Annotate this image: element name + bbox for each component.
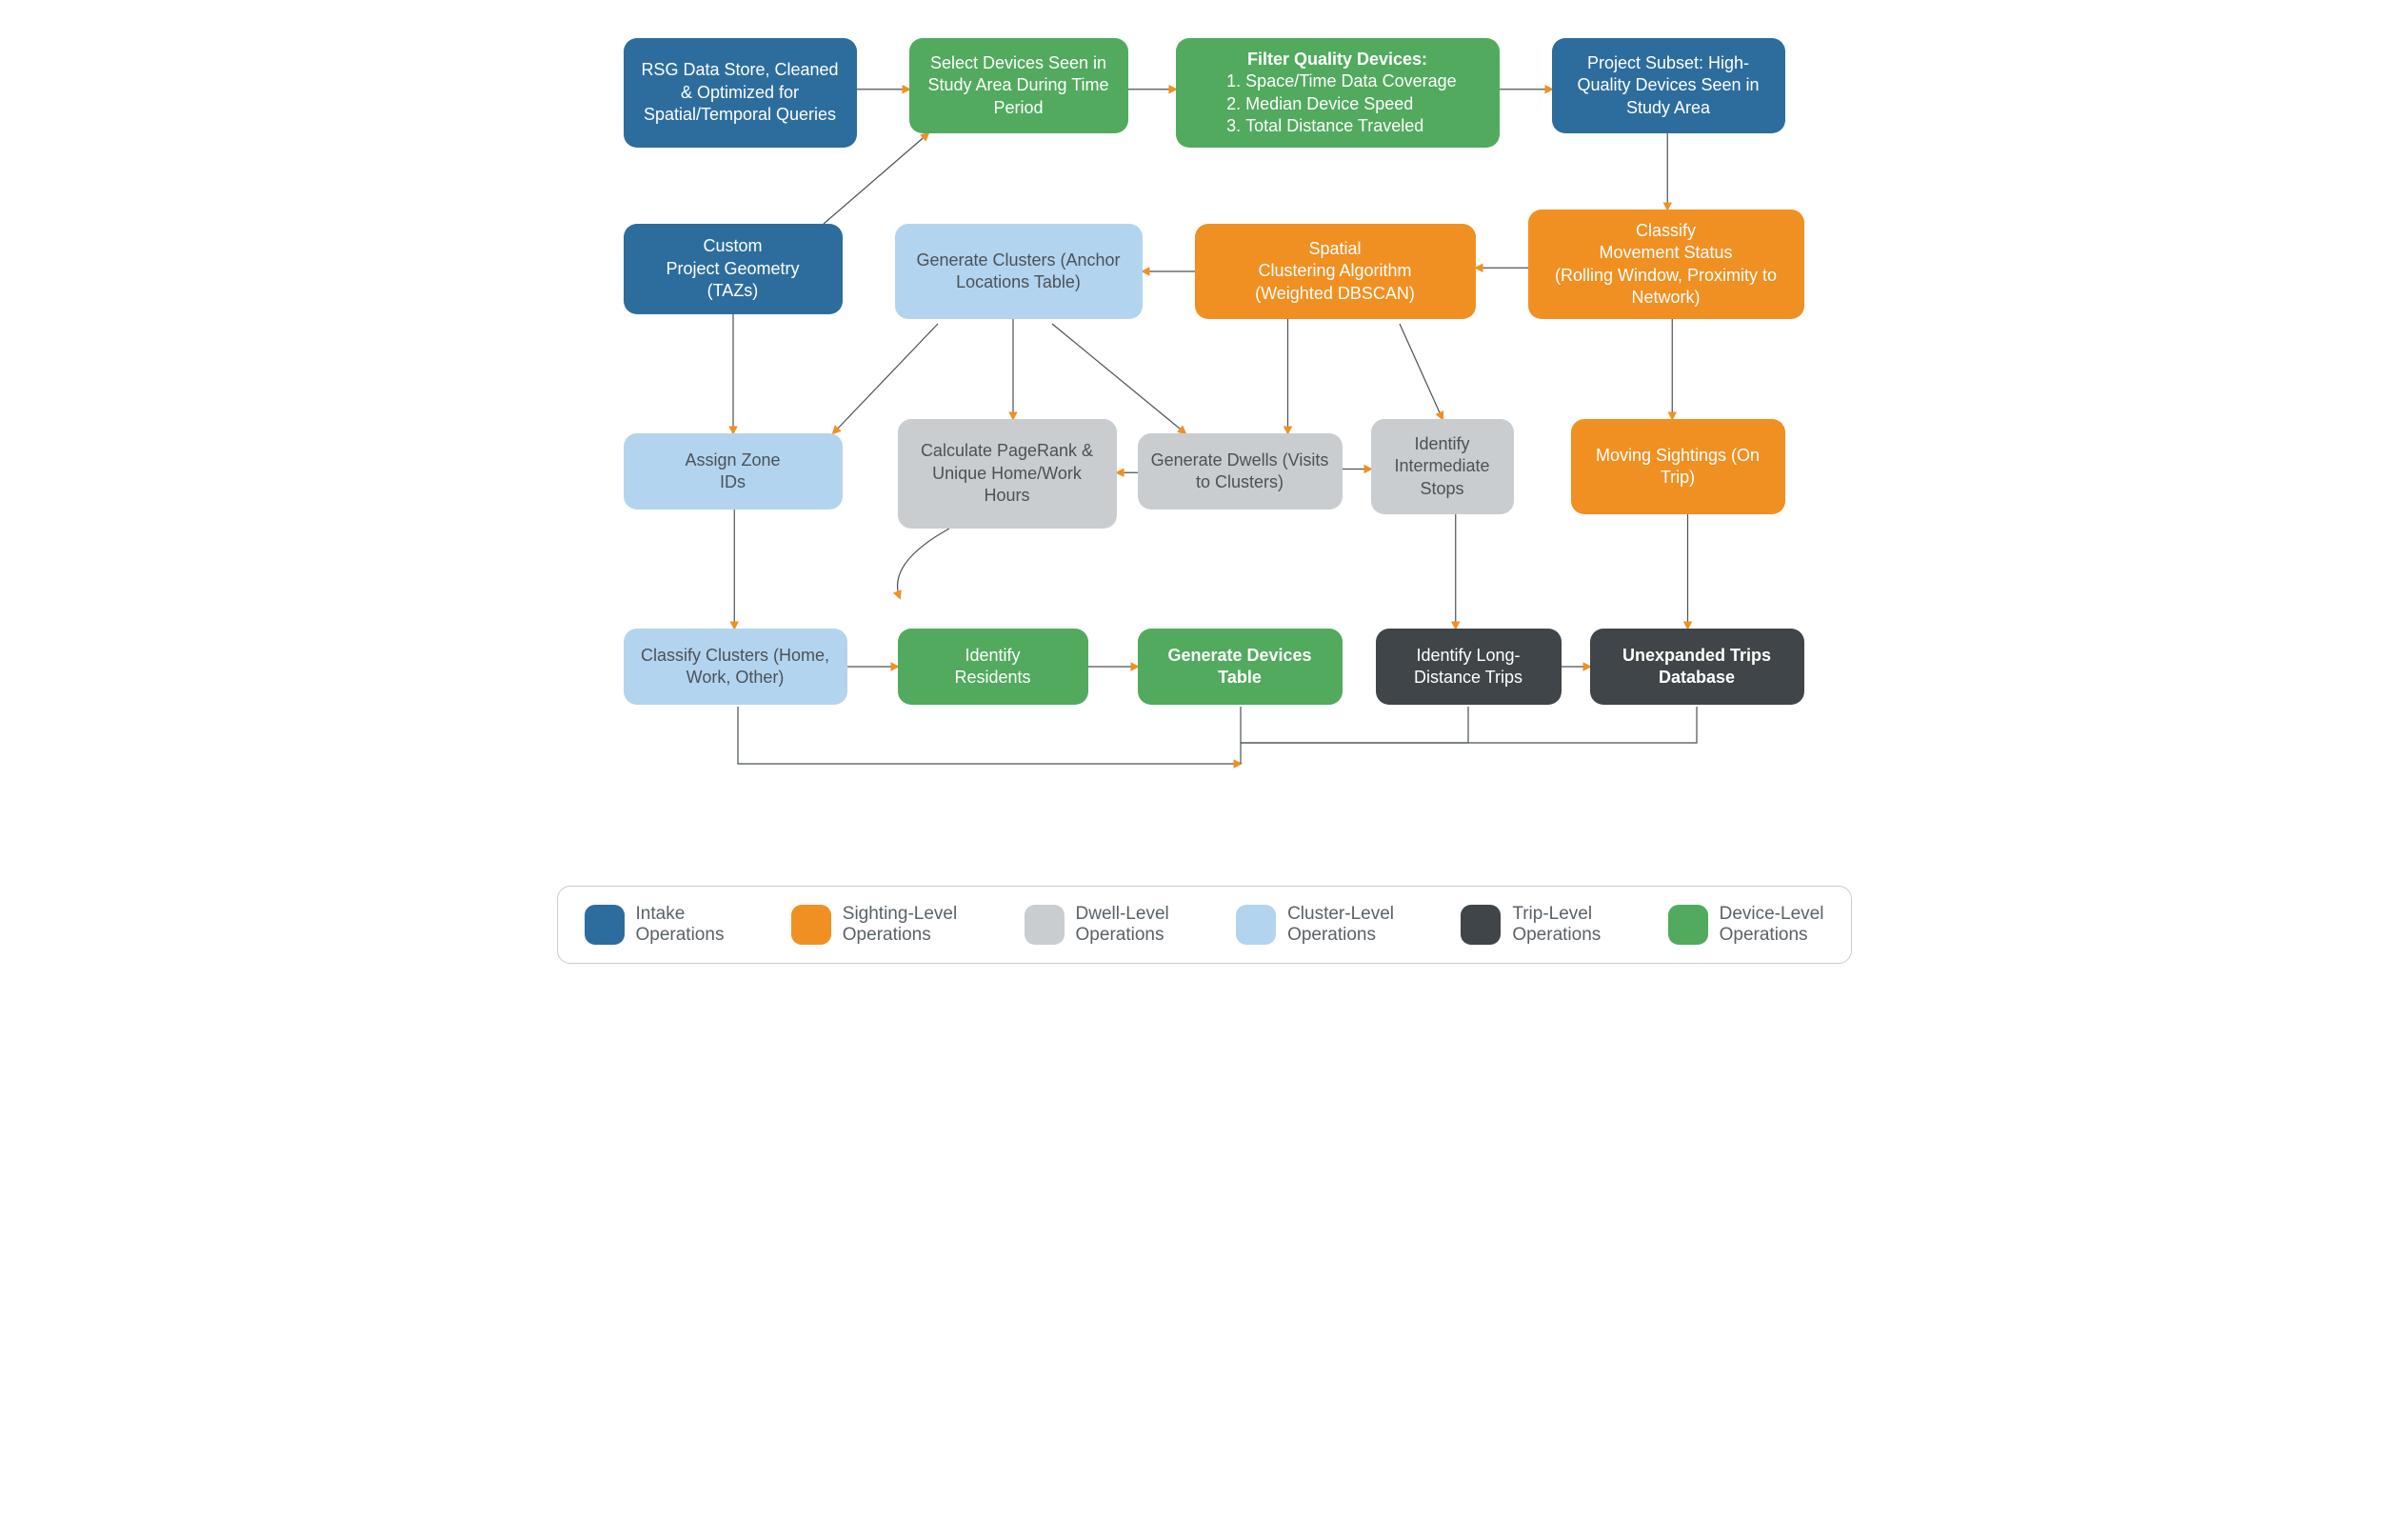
legend-item-cluster: Cluster-LevelOperations (1236, 904, 1394, 946)
node-n15: IdentifyResidents (898, 629, 1088, 705)
legend-swatch (1025, 905, 1065, 945)
legend-label: Dwell-LevelOperations (1076, 904, 1169, 946)
legend-item-trip: Trip-LevelOperations (1461, 904, 1601, 946)
edge (738, 707, 1241, 764)
node-n16: Generate Devices Table (1138, 629, 1343, 705)
legend-swatch (585, 905, 625, 945)
node-n17: Identify Long-Distance Trips (1376, 629, 1562, 705)
node-n3: Filter Quality Devices:Space/Time Data C… (1176, 38, 1500, 148)
legend-item-dwell: Dwell-LevelOperations (1025, 904, 1169, 946)
node-n7: SpatialClustering Algorithm(Weighted DBS… (1195, 224, 1476, 319)
legend-swatch (1668, 905, 1708, 945)
node-n2: Select Devices Seen in Study Area During… (909, 38, 1128, 133)
node-n11: Generate Dwells (Visits to Clusters) (1138, 433, 1343, 510)
node-n9: Assign ZoneIDs (624, 433, 843, 510)
flowchart-diagram: RSG Data Store, Cleaned & Optimized for … (538, 19, 1871, 876)
node-n18: Unexpanded Trips Database (1590, 629, 1804, 705)
node-n5: CustomProject Geometry(TAZs) (624, 224, 843, 314)
legend-label: Cluster-LevelOperations (1287, 904, 1394, 946)
node-n4: Project Subset: High-Quality Devices See… (1552, 38, 1785, 133)
edge (1241, 707, 1468, 743)
legend-swatch (791, 905, 831, 945)
legend-label: Sighting-LevelOperations (843, 904, 957, 946)
legend-label: Trip-LevelOperations (1512, 904, 1601, 946)
legend-item-sighting: Sighting-LevelOperations (791, 904, 957, 946)
legend-swatch (1461, 905, 1501, 945)
edge (1400, 324, 1443, 419)
node-n14: Classify Clusters (Home, Work, Other) (624, 629, 847, 705)
legend-label: Device-LevelOperations (1720, 904, 1824, 946)
node-n10: Calculate PageRank & Unique Home/Work Ho… (898, 419, 1117, 529)
node-n12: Identify Intermediate Stops (1371, 419, 1514, 514)
edge (833, 324, 938, 433)
legend-item-device: Device-LevelOperations (1668, 904, 1824, 946)
node-n6: Generate Clusters (Anchor Locations Tabl… (895, 224, 1143, 319)
edge (897, 529, 948, 598)
edge (1052, 324, 1185, 433)
legend: IntakeOperations Sighting-LevelOperations… (557, 886, 1852, 964)
legend-label: IntakeOperations (636, 904, 725, 946)
legend-swatch (1236, 905, 1276, 945)
node-n13: Moving Sightings (On Trip) (1571, 419, 1785, 514)
node-n8: ClassifyMovement Status(Rolling Window, … (1528, 210, 1804, 319)
edge (1241, 707, 1697, 743)
legend-item-intake: IntakeOperations (585, 904, 725, 946)
node-n1: RSG Data Store, Cleaned & Optimized for … (624, 38, 857, 148)
